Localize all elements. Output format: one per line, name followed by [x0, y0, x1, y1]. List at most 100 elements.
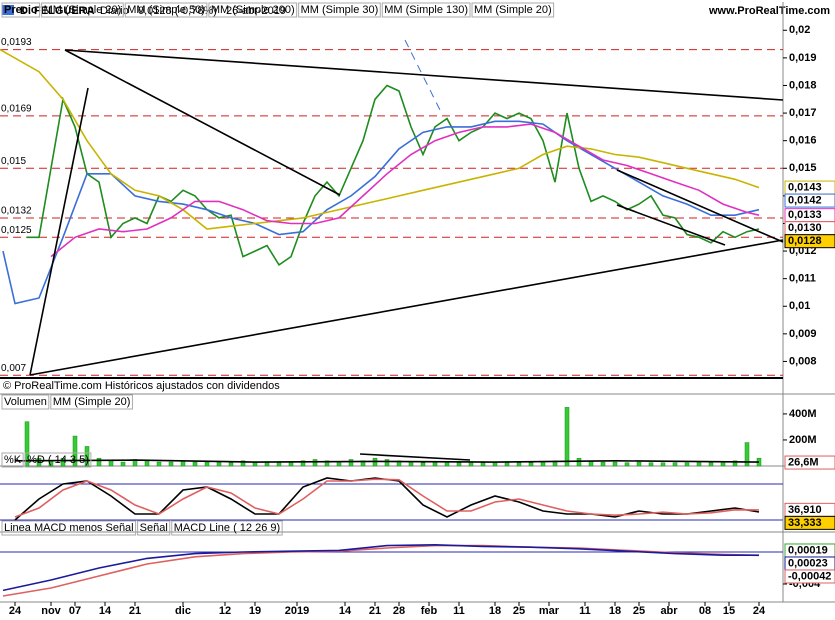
legend-box: [124, 2, 208, 18]
volume-bar: [612, 461, 618, 467]
legend-item: Precio: [4, 4, 38, 16]
period: Diario: [100, 5, 129, 17]
series-line: [0, 48, 760, 230]
volume-bar: [36, 457, 42, 467]
volume-bar: [708, 462, 714, 467]
x-tick-label: 18: [489, 605, 501, 617]
volume-bar: [456, 462, 462, 467]
y-tick-label: 0,015: [789, 162, 817, 174]
site: www.ProRealTime.com: [708, 5, 830, 17]
legend-item: %K: [4, 454, 22, 466]
trend-line: [29, 87, 89, 376]
value-label: -0,00042: [788, 570, 831, 582]
legend-box: [24, 452, 92, 468]
volume-bar: [240, 460, 246, 467]
value-label: 0,0128: [788, 235, 822, 247]
level-label: 0,0125: [1, 225, 32, 236]
legend-item: Señal: [140, 522, 168, 534]
level-label: 0,0132: [1, 206, 32, 217]
volume-bar: [516, 462, 522, 467]
x-tick-label: 24: [9, 605, 22, 617]
trend-line: [359, 453, 471, 461]
x-tick-label: 15: [723, 605, 735, 617]
value-label: 26,6M: [788, 456, 819, 468]
x-tick-label: mar: [539, 605, 560, 617]
volume-bar: [624, 462, 630, 467]
volume-bar: [648, 462, 654, 467]
volume-bar: [564, 407, 570, 467]
last-price: 0,0128 (-0,78%): [138, 5, 217, 17]
legend-box: [471, 2, 555, 18]
y-tick-label: 0,019: [789, 52, 817, 64]
legend-box: [381, 2, 471, 18]
legend-item: MACD Line ( 12 26 9): [174, 522, 280, 534]
x-tick-label: 14: [339, 605, 352, 617]
legend-item: %D ( 14 3 5): [27, 454, 89, 466]
trend-line: [616, 204, 726, 246]
legend-item: Volumen: [4, 396, 47, 408]
legend-item: MM (Simple 20): [53, 396, 131, 408]
value-label: 0,0142: [788, 194, 822, 206]
y-tick-label: 200M: [789, 434, 817, 446]
value-label: 0,00019: [788, 544, 828, 556]
x-tick-label: 14: [99, 605, 112, 617]
value-label: 0,00023: [788, 557, 828, 569]
legend-box: [1, 394, 50, 410]
volume-bar: [540, 461, 546, 467]
volume-bar: [672, 462, 678, 467]
x-tick-label: 25: [633, 605, 645, 617]
volume-bar: [744, 442, 750, 467]
series-line: [27, 84, 760, 267]
x-tick-label: 21: [129, 605, 141, 617]
value-box: [784, 455, 835, 470]
level-label: 0,015: [1, 156, 26, 167]
x-tick-label: abr: [660, 605, 678, 617]
volume-bar: [312, 459, 318, 467]
value-box: [784, 234, 835, 249]
volume-bar: [444, 461, 450, 467]
volume-bar: [60, 457, 66, 467]
x-tick-label: dic: [175, 605, 191, 617]
volume-bar: [660, 462, 666, 467]
level-label: 0,0193: [1, 37, 32, 48]
date: 26-abr-2019: [226, 5, 286, 17]
volume-bar: [72, 435, 78, 467]
volume-bar: [216, 461, 222, 467]
x-tick-label: 11: [579, 605, 591, 617]
legend-item: MM (Simple 50): [127, 4, 205, 16]
volume-bar: [84, 446, 90, 467]
x-tick-label: 28: [393, 605, 405, 617]
x-tick-label: nov: [41, 605, 61, 617]
legend-item: MM (Simple 200): [211, 4, 295, 16]
x-tick-label: 07: [69, 605, 81, 617]
volume-bar: [720, 461, 726, 467]
note: © ProRealTime.com Históricos ajustados c…: [3, 380, 280, 392]
y-tick-label: 0,018: [789, 79, 817, 91]
volume-bar: [348, 459, 354, 467]
volume-bar: [24, 421, 30, 467]
x-tick-label: 11: [453, 605, 465, 617]
value-label: 36,910: [788, 504, 822, 516]
y-tick-label: 0,01: [789, 300, 810, 312]
y-tick-label: 400M: [789, 408, 817, 420]
y-tick-label: 0,009: [789, 328, 817, 340]
volume-bar: [300, 460, 306, 467]
volume-bar: [408, 461, 414, 467]
volume-bar: [204, 461, 210, 467]
volume-bar: [120, 461, 126, 467]
series-line: [2, 120, 760, 305]
trend-lines: [29, 49, 784, 461]
y-tick-label: 0,017: [789, 107, 817, 119]
value-label: 0,0130: [788, 222, 822, 234]
value-label: 33,333: [788, 517, 822, 529]
volume-bar: [528, 462, 534, 467]
volume-bar: [228, 462, 234, 467]
series-line: [50, 123, 760, 258]
volume-bar: [696, 461, 702, 467]
x-tick-label: 08: [699, 605, 711, 617]
legend-item: MM (Simple 130): [384, 4, 468, 16]
volume-bar: [420, 462, 426, 467]
volume-bar: [576, 457, 582, 467]
value-box: [784, 515, 835, 530]
legend-box: [171, 520, 283, 536]
